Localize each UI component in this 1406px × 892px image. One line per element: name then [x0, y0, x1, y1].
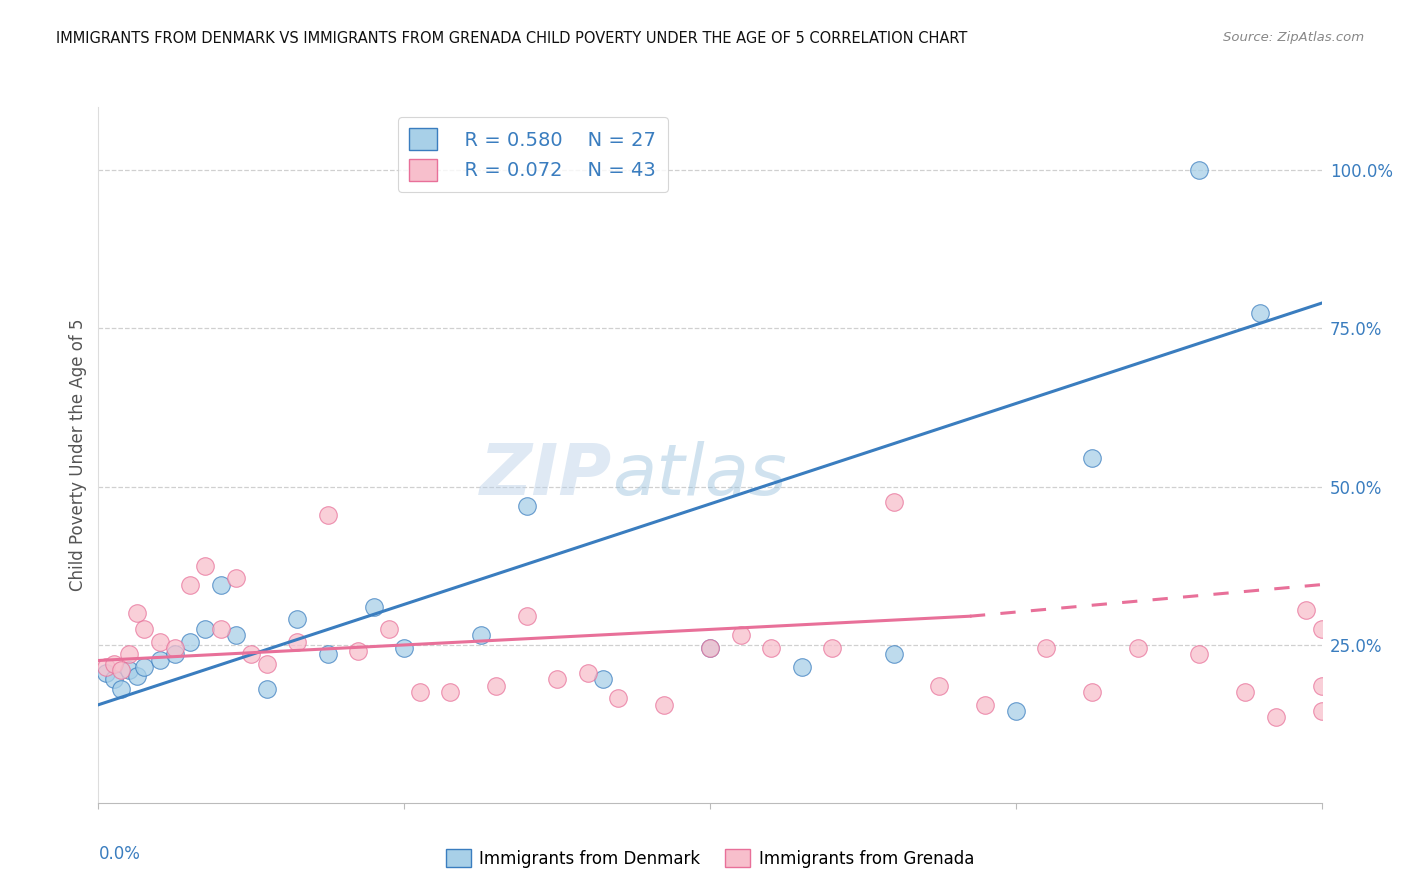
Point	[94, 660, 117, 674]
Point	[883, 495, 905, 509]
Point	[103, 673, 125, 687]
Point	[225, 571, 247, 585]
Point	[392, 640, 416, 655]
Point	[110, 681, 132, 696]
Point	[118, 663, 141, 677]
Point	[470, 628, 492, 642]
Point	[125, 669, 148, 683]
Point	[94, 666, 117, 681]
Point	[1310, 622, 1333, 636]
Point	[516, 499, 538, 513]
Point	[1310, 704, 1333, 718]
Point	[821, 640, 844, 655]
Point	[576, 666, 599, 681]
Point	[974, 698, 997, 712]
Point	[439, 685, 461, 699]
Point	[607, 691, 630, 706]
Point	[179, 634, 201, 648]
Point	[149, 653, 172, 667]
Point	[256, 681, 278, 696]
Point	[134, 660, 156, 674]
Point	[699, 640, 721, 655]
Point	[240, 647, 263, 661]
Point	[883, 647, 905, 661]
Point	[256, 657, 278, 671]
Point	[1310, 679, 1333, 693]
Point	[1004, 704, 1026, 718]
Text: ZIP: ZIP	[479, 442, 612, 510]
Point	[103, 657, 125, 671]
Point	[125, 606, 148, 620]
Point	[485, 679, 508, 693]
Text: 0.0%: 0.0%	[98, 845, 141, 863]
Text: IMMIGRANTS FROM DENMARK VS IMMIGRANTS FROM GRENADA CHILD POVERTY UNDER THE AGE O: IMMIGRANTS FROM DENMARK VS IMMIGRANTS FR…	[56, 31, 967, 46]
Point	[928, 679, 950, 693]
Point	[209, 577, 232, 591]
Point	[134, 622, 156, 636]
Point	[1081, 451, 1104, 466]
Point	[194, 558, 217, 573]
Point	[730, 628, 752, 642]
Point	[110, 663, 132, 677]
Point	[316, 508, 339, 522]
Point	[163, 647, 186, 661]
Point	[1188, 647, 1211, 661]
Point	[209, 622, 232, 636]
Point	[363, 599, 385, 614]
Point	[1249, 305, 1271, 319]
Legend: Immigrants from Denmark, Immigrants from Grenada: Immigrants from Denmark, Immigrants from…	[439, 842, 981, 874]
Point	[1188, 163, 1211, 178]
Point	[1081, 685, 1104, 699]
Point	[1295, 603, 1317, 617]
Point	[1264, 710, 1286, 724]
Point	[790, 660, 813, 674]
Point	[546, 673, 568, 687]
Point	[592, 673, 614, 687]
Point	[118, 647, 141, 661]
Point	[179, 577, 201, 591]
Y-axis label: Child Poverty Under the Age of 5: Child Poverty Under the Age of 5	[69, 318, 87, 591]
Point	[699, 640, 721, 655]
Point	[225, 628, 247, 642]
Point	[1128, 640, 1150, 655]
Point	[652, 698, 675, 712]
Point	[1234, 685, 1257, 699]
Point	[316, 647, 339, 661]
Point	[516, 609, 538, 624]
Point	[759, 640, 782, 655]
Point	[163, 640, 186, 655]
Point	[285, 634, 308, 648]
Point	[149, 634, 172, 648]
Point	[378, 622, 401, 636]
Text: atlas: atlas	[612, 442, 787, 510]
Point	[194, 622, 217, 636]
Point	[408, 685, 430, 699]
Point	[347, 644, 370, 658]
Point	[1035, 640, 1057, 655]
Point	[285, 612, 308, 626]
Text: Source: ZipAtlas.com: Source: ZipAtlas.com	[1223, 31, 1364, 45]
